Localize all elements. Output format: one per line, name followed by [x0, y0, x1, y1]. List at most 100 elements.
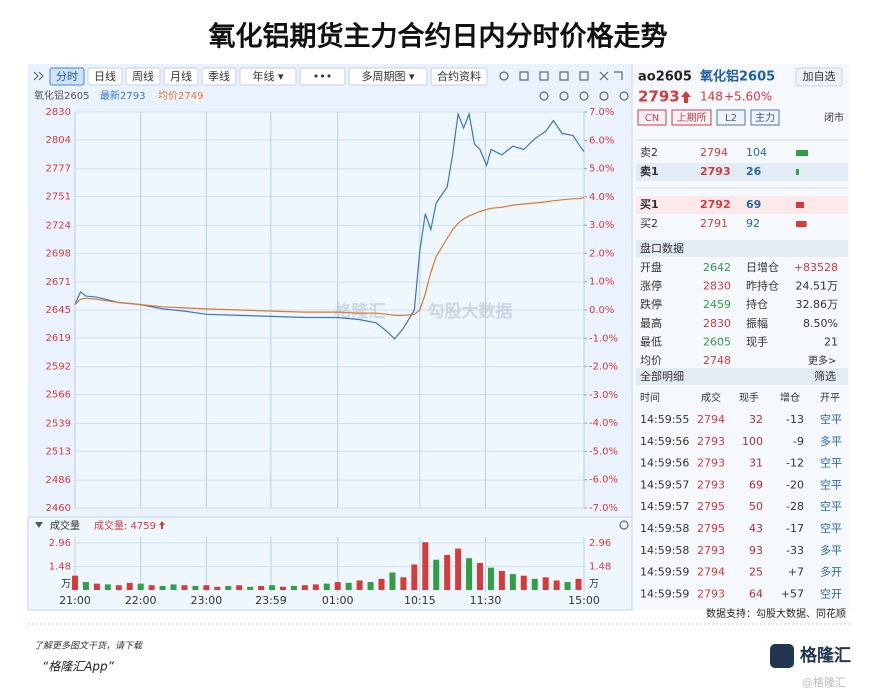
- column-header: 增仓: [780, 391, 800, 404]
- contract-name: 氧化铝2605: [699, 69, 775, 85]
- toolbar-tab[interactable]: [348, 67, 428, 86]
- trade-cell: 空开: [820, 586, 842, 600]
- toolbar-tab[interactable]: [49, 67, 85, 86]
- toolbar-tab[interactable]: [430, 67, 488, 86]
- logo-text: 格隆汇: [800, 645, 851, 666]
- column-header: 开平: [820, 393, 840, 404]
- volume-bar: [564, 582, 571, 590]
- y-tick-label: 2698: [46, 248, 71, 259]
- expand-icon[interactable]: [33, 71, 44, 81]
- y-tick-label: 2830: [46, 107, 71, 118]
- collapse-icon[interactable]: [35, 522, 43, 528]
- toolbar-tab[interactable]: [163, 67, 199, 86]
- toolbar-tab-label[interactable]: 日线: [94, 69, 116, 83]
- trade-cell: 2793: [697, 435, 725, 448]
- toolbar-tab-label[interactable]: 周线: [132, 69, 154, 83]
- price-line: [74, 197, 585, 316]
- more-link[interactable]: 更多>: [808, 354, 836, 367]
- trade-cell: 14:59:59: [640, 587, 689, 600]
- toolbar-tab-label[interactable]: 多周期图 ▾: [361, 69, 414, 83]
- toolbar-tab-label[interactable]: 合约资料: [437, 69, 481, 83]
- column-header: 现手: [739, 391, 759, 404]
- y-tick-label: 2592: [46, 362, 71, 373]
- stat-label: 均价: [640, 354, 662, 367]
- volume-bar: [279, 586, 286, 590]
- legend-label: 均价2749: [158, 90, 203, 102]
- stat-value: +83528: [794, 261, 838, 274]
- volume-title: 成交量: [50, 519, 80, 532]
- volume-bar: [225, 586, 232, 590]
- y2-tick-label: -6.0%: [589, 475, 618, 486]
- column-header: 时间: [640, 391, 660, 404]
- x-tick-label: 15:00: [568, 594, 600, 607]
- book-price: 2793: [700, 165, 731, 178]
- y-tick-label: 2671: [46, 277, 71, 288]
- volume-bar: [192, 586, 199, 590]
- trade-cell: 多平: [820, 434, 842, 448]
- toolbar-tab-label[interactable]: 月线: [170, 69, 192, 83]
- trade-cell: 空平: [820, 521, 842, 535]
- y-tick-label: 2566: [46, 390, 71, 401]
- trade-cell: +57: [781, 587, 804, 600]
- trade-cell: -9: [793, 435, 804, 448]
- toolbar-tab-label[interactable]: •••: [313, 70, 332, 83]
- column-header: 成交: [701, 391, 721, 404]
- x-tick-label: 01:00: [322, 594, 354, 607]
- book-side: 买2: [640, 217, 658, 230]
- trade-cell: +7: [788, 566, 804, 579]
- section-title[interactable]: 全部明细: [640, 369, 684, 383]
- y-tick-label: 2724: [46, 220, 71, 231]
- x-tick-label: 23:00: [191, 594, 223, 607]
- volume-bar: [323, 583, 330, 590]
- volume-bar: [367, 582, 374, 590]
- trade-cell: -12: [786, 457, 804, 470]
- promo-text: 了解更多图文干货，请下载: [34, 641, 143, 652]
- trade-cell: 69: [749, 478, 763, 491]
- stat-value: 2642: [703, 261, 731, 274]
- toolbar-tab[interactable]: [125, 67, 161, 86]
- price-change-pct: +5.60%: [724, 90, 772, 104]
- stat-value: 2605: [703, 335, 731, 348]
- toolbar-tab[interactable]: [239, 67, 297, 86]
- filter-button[interactable]: 筛选: [814, 369, 836, 383]
- y2-tick-label: 5.0%: [589, 164, 614, 175]
- volume-bar: [203, 585, 210, 590]
- volume-bar: [148, 585, 155, 590]
- up-arrow: [159, 521, 165, 529]
- market-status: 闭市: [824, 111, 844, 124]
- x-tick-label: 23:59: [255, 594, 287, 607]
- y-tick-label: 2751: [46, 192, 71, 203]
- toolbar-tab[interactable]: [87, 67, 123, 86]
- toolbar-tab-label[interactable]: 年线 ▾: [252, 69, 283, 83]
- y-tick-label: 2539: [46, 418, 71, 429]
- stat-value: 2830: [703, 317, 731, 330]
- toolbar-tab[interactable]: [299, 67, 346, 86]
- promo-app: “格隆汇App”: [42, 660, 115, 674]
- toolbar-tab-label[interactable]: 季线: [208, 69, 230, 83]
- contract-code: ao2605: [638, 70, 692, 85]
- volume-bar: [247, 586, 254, 590]
- tag: [750, 109, 780, 126]
- y-tick-label: 2486: [46, 475, 71, 486]
- toolbar-tab-label[interactable]: 分时: [56, 70, 78, 83]
- volume-bar: [356, 580, 363, 590]
- y-unit-label: 万: [61, 579, 71, 590]
- book-volume: 69: [746, 198, 761, 211]
- toolbar-tab[interactable]: [201, 67, 237, 86]
- trade-cell: 14:59:59: [640, 566, 689, 579]
- trade-cell: -13: [786, 413, 804, 426]
- tag: [716, 109, 746, 126]
- page-title: 氧化铝期货主力合约日内分时价格走势: [208, 21, 668, 53]
- trade-cell: 25: [749, 566, 763, 579]
- stat-value: 2830: [703, 280, 731, 293]
- trade-cell: -33: [786, 544, 804, 557]
- x-tick-label: 22:00: [125, 594, 157, 607]
- tag-label: 主力: [755, 111, 775, 124]
- trade-cell: 32: [749, 413, 763, 426]
- add-button-label[interactable]: 加自选: [803, 70, 836, 83]
- tag-label: 上期所: [677, 112, 707, 124]
- add-button[interactable]: [795, 67, 843, 87]
- trade-cell: 14:59:56: [640, 457, 689, 470]
- stat-label: 现手: [746, 334, 768, 348]
- trade-cell: 14:59:55: [640, 413, 689, 426]
